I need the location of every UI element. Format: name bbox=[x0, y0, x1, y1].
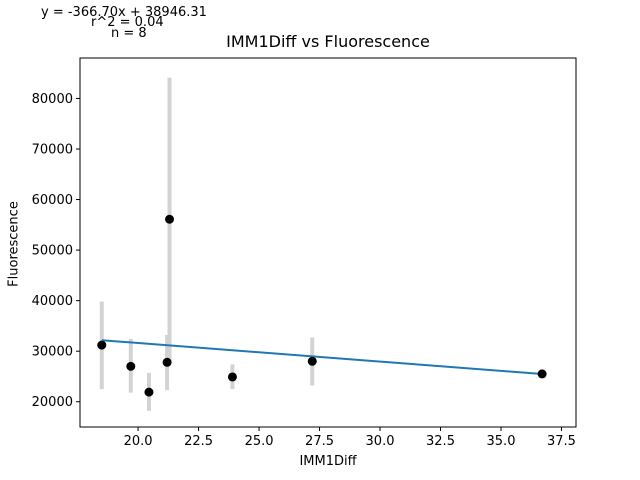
x-tick-label-5: 32.5 bbox=[426, 434, 455, 449]
y-tick-label-4: 60000 bbox=[32, 193, 73, 208]
x-tick-label-0: 20.0 bbox=[124, 434, 153, 449]
regression-equation-annotation: y = -366.70x + 38946.31 bbox=[41, 5, 207, 20]
data-point-1 bbox=[126, 361, 136, 371]
r-squared-annotation: r^2 = 0.04 bbox=[91, 15, 164, 30]
data-point-2 bbox=[144, 387, 154, 397]
x-tick-label-1: 22.5 bbox=[184, 434, 213, 449]
data-point-0 bbox=[97, 340, 107, 350]
x-tick-label-3: 27.5 bbox=[305, 434, 334, 449]
data-point-7 bbox=[537, 369, 547, 379]
y-tick-label-5: 70000 bbox=[32, 142, 73, 157]
y-tick-label-6: 80000 bbox=[32, 92, 73, 107]
data-point-5 bbox=[227, 372, 237, 382]
sample-size-annotation: n = 8 bbox=[111, 26, 147, 41]
data-point-6 bbox=[307, 356, 317, 366]
data-point-4 bbox=[165, 214, 175, 224]
x-tick-label-2: 25.0 bbox=[245, 434, 274, 449]
x-tick-label-4: 30.0 bbox=[366, 434, 395, 449]
regression-fit-line bbox=[101, 339, 543, 375]
y-tick-label-1: 30000 bbox=[32, 345, 73, 360]
chart-title: IMM1Diff vs Fluorescence bbox=[226, 32, 430, 51]
y-tick-label-2: 40000 bbox=[32, 294, 73, 309]
axes-frame bbox=[79, 57, 577, 428]
x-tick-label-7: 37.5 bbox=[547, 434, 576, 449]
x-tick-label-6: 35.0 bbox=[487, 434, 516, 449]
data-point-3 bbox=[162, 357, 172, 367]
x-axis-label: IMM1Diff bbox=[299, 454, 357, 469]
y-tick-label-3: 50000 bbox=[32, 244, 73, 259]
y-tick-label-0: 20000 bbox=[32, 395, 73, 410]
